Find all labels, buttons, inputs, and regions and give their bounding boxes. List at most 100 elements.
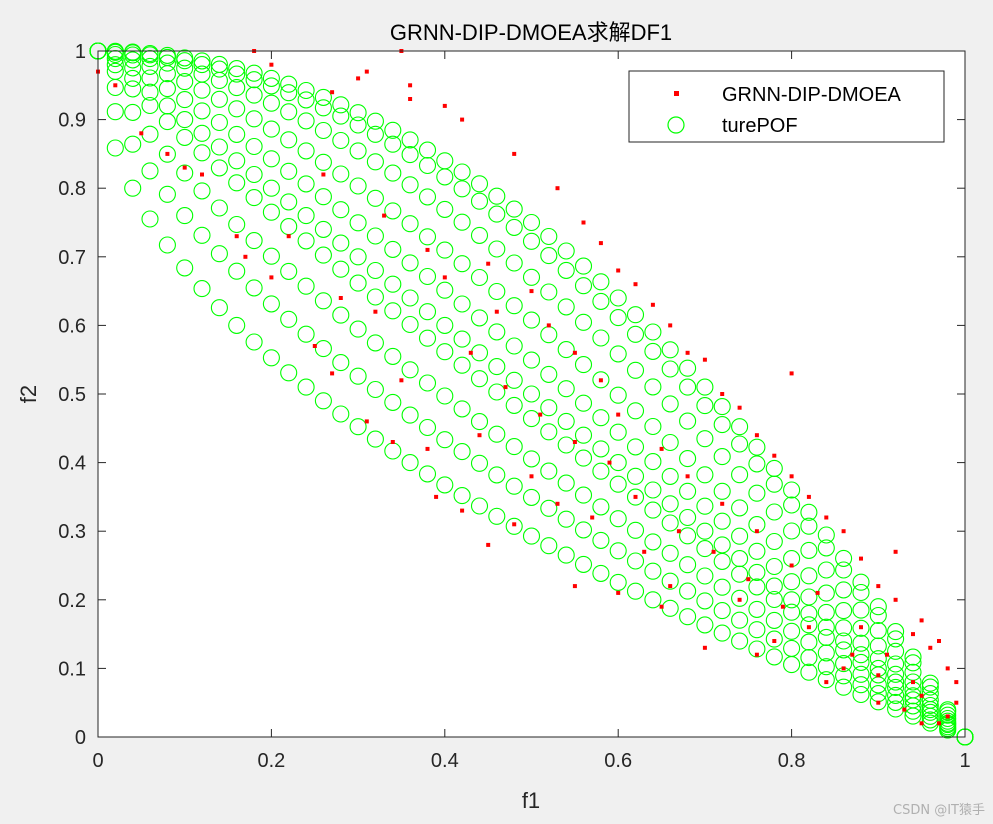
pof-circle <box>436 387 454 405</box>
pof-circle <box>921 711 939 729</box>
pof-circle <box>522 232 541 250</box>
pof-circle <box>436 343 454 361</box>
pof-circle <box>488 466 506 484</box>
pof-circle <box>696 522 714 540</box>
pof-circle <box>731 632 749 650</box>
pof-circle <box>748 542 766 560</box>
pof-circle <box>783 481 801 499</box>
pof-circle <box>453 295 471 313</box>
pof-circle <box>765 532 783 551</box>
grnn-point <box>919 693 924 698</box>
pof-circle <box>262 247 280 265</box>
pof-circle <box>193 182 211 200</box>
pof-circle <box>748 640 766 658</box>
pof-circle <box>262 179 280 197</box>
series-layer <box>89 42 974 746</box>
pof-circle <box>297 325 315 343</box>
pof-circle <box>574 356 593 374</box>
grnn-point <box>408 83 413 88</box>
pof-circle <box>314 188 332 206</box>
y-tick-label: 0.7 <box>58 247 86 269</box>
grnn-point <box>477 433 482 438</box>
grnn-point <box>633 494 638 499</box>
pof-circle <box>366 334 384 352</box>
pof-circle <box>262 120 280 138</box>
pof-circle <box>592 329 610 347</box>
pof-circle <box>522 450 541 468</box>
pof-circle <box>765 630 783 648</box>
pof-circle <box>436 431 454 449</box>
grnn-point <box>754 529 759 534</box>
pof-circle <box>297 112 315 130</box>
pof-circle <box>817 618 835 636</box>
y-tick-label: 0.3 <box>58 521 86 543</box>
pof-circle <box>644 501 662 519</box>
pof-circle <box>540 399 558 417</box>
pof-circle <box>176 73 194 91</box>
y-axis-label: f2 <box>16 385 41 403</box>
pof-circle <box>470 192 489 210</box>
pof-circle <box>696 592 714 610</box>
pof-circle <box>800 663 818 681</box>
pof-circle <box>852 619 870 637</box>
pof-circle <box>245 110 263 128</box>
pof-circle <box>835 641 853 659</box>
grnn-point <box>572 440 577 444</box>
pof-circle <box>384 275 402 293</box>
pof-circle <box>401 215 419 233</box>
pof-circle <box>644 562 662 580</box>
pof-circle <box>436 316 454 334</box>
pof-circle <box>783 522 801 540</box>
pof-circle <box>574 313 593 331</box>
pof-circle <box>696 378 714 396</box>
pof-circle <box>280 162 298 180</box>
pof-circle <box>228 100 246 118</box>
pof-circle <box>280 364 298 382</box>
grnn-point <box>911 680 915 685</box>
pof-circle <box>124 80 142 98</box>
pof-circle <box>921 678 939 696</box>
pof-circle <box>869 606 887 625</box>
pof-circle <box>557 412 575 430</box>
pof-circle <box>210 113 228 132</box>
grnn-point <box>399 378 404 383</box>
pof-circle <box>176 49 194 67</box>
pof-circle <box>661 514 679 532</box>
pof-circle <box>228 60 246 78</box>
pof-circle <box>418 329 437 347</box>
grnn-point <box>902 707 907 712</box>
grnn-point <box>668 584 673 589</box>
pof-circle <box>835 678 853 696</box>
pof-circle <box>210 299 228 317</box>
x-tick-label: 0.8 <box>778 750 806 772</box>
pof-circle <box>176 164 194 182</box>
pof-circle <box>522 527 541 545</box>
pof-circle <box>644 591 662 609</box>
grnn-point <box>841 666 846 671</box>
pof-circle <box>609 386 627 404</box>
pof-circle <box>540 423 558 441</box>
grnn-point <box>312 344 317 348</box>
pof-circle <box>748 578 766 596</box>
pof-circle <box>245 71 263 89</box>
pof-circle <box>626 438 645 456</box>
pof-circle <box>869 622 887 640</box>
pof-circle <box>193 226 211 244</box>
pof-circle <box>748 455 766 473</box>
pof-circle <box>817 603 835 621</box>
pof-circle <box>401 176 419 194</box>
pof-circle <box>661 360 679 378</box>
pof-circle <box>800 567 818 585</box>
pof-circle <box>384 202 402 220</box>
pof-circle <box>418 188 437 206</box>
pof-circle <box>904 654 922 672</box>
pof-circle <box>384 393 402 411</box>
pof-circle <box>141 69 159 87</box>
grnn-point <box>746 577 751 582</box>
pof-circle <box>349 177 367 195</box>
pof-circle <box>887 678 905 696</box>
pof-circle <box>731 418 749 436</box>
pof-circle <box>626 402 645 420</box>
pof-circle <box>557 242 575 260</box>
grnn-point <box>269 275 274 280</box>
